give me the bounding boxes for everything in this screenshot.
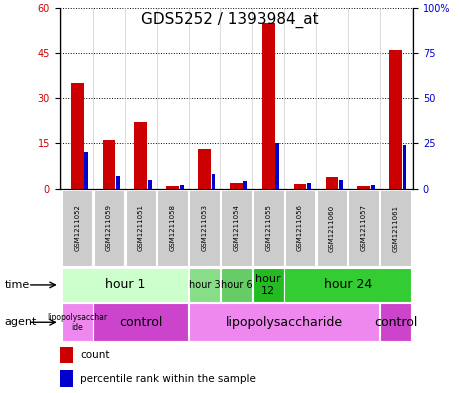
Text: GSM1211056: GSM1211056: [297, 204, 303, 252]
Text: time: time: [5, 280, 30, 290]
FancyBboxPatch shape: [221, 268, 252, 302]
Text: GSM1211052: GSM1211052: [74, 204, 80, 252]
Bar: [262, 23, 274, 189]
Text: agent: agent: [5, 317, 37, 327]
Text: lipopolysaccharide: lipopolysaccharide: [225, 316, 343, 329]
FancyBboxPatch shape: [285, 268, 411, 302]
Text: control: control: [374, 316, 417, 329]
FancyBboxPatch shape: [126, 190, 156, 266]
FancyBboxPatch shape: [221, 190, 252, 266]
Bar: [166, 185, 179, 189]
Text: GSM1211054: GSM1211054: [233, 204, 240, 252]
Text: GSM1211060: GSM1211060: [329, 204, 335, 252]
Bar: [60, 370, 73, 387]
FancyBboxPatch shape: [381, 190, 411, 266]
Bar: [339, 180, 343, 189]
Text: hour 3: hour 3: [189, 280, 220, 290]
Bar: [134, 122, 147, 189]
Bar: [371, 185, 375, 189]
FancyBboxPatch shape: [62, 190, 92, 266]
FancyBboxPatch shape: [189, 303, 379, 341]
Text: GSM1211053: GSM1211053: [202, 204, 207, 252]
FancyBboxPatch shape: [189, 268, 220, 302]
Bar: [116, 176, 120, 189]
Bar: [180, 185, 184, 189]
Text: GSM1211055: GSM1211055: [265, 204, 271, 252]
FancyBboxPatch shape: [252, 268, 284, 302]
Text: hour
12: hour 12: [255, 274, 281, 296]
Bar: [389, 50, 402, 189]
Bar: [148, 180, 151, 189]
FancyBboxPatch shape: [157, 190, 188, 266]
FancyBboxPatch shape: [348, 190, 379, 266]
FancyBboxPatch shape: [317, 190, 347, 266]
Bar: [403, 145, 406, 189]
Bar: [103, 140, 115, 189]
Text: GSM1211057: GSM1211057: [361, 204, 367, 252]
FancyBboxPatch shape: [62, 303, 93, 341]
Text: GSM1211061: GSM1211061: [392, 204, 398, 252]
Bar: [71, 83, 84, 189]
Bar: [294, 184, 307, 189]
FancyBboxPatch shape: [189, 190, 220, 266]
Bar: [243, 182, 247, 189]
FancyBboxPatch shape: [380, 303, 411, 341]
Bar: [230, 183, 243, 189]
Bar: [275, 143, 279, 189]
Bar: [307, 183, 311, 189]
Bar: [212, 174, 215, 189]
Text: hour 1: hour 1: [105, 278, 145, 292]
Text: GSM1211059: GSM1211059: [106, 204, 112, 252]
Bar: [60, 347, 73, 363]
FancyBboxPatch shape: [62, 268, 188, 302]
Text: hour 6: hour 6: [221, 280, 252, 290]
FancyBboxPatch shape: [94, 190, 124, 266]
Text: GSM1211051: GSM1211051: [138, 204, 144, 252]
Text: percentile rank within the sample: percentile rank within the sample: [80, 374, 256, 384]
FancyBboxPatch shape: [285, 190, 315, 266]
Text: hour 24: hour 24: [324, 278, 372, 292]
Text: GSM1211058: GSM1211058: [170, 204, 176, 252]
FancyBboxPatch shape: [253, 190, 284, 266]
Bar: [358, 185, 370, 189]
Text: control: control: [119, 316, 162, 329]
Bar: [325, 176, 338, 189]
Text: count: count: [80, 350, 110, 360]
Bar: [84, 152, 88, 189]
Text: GDS5252 / 1393984_at: GDS5252 / 1393984_at: [141, 12, 318, 28]
Bar: [198, 149, 211, 189]
Text: lipopolysacchar
ide: lipopolysacchar ide: [47, 312, 107, 332]
FancyBboxPatch shape: [94, 303, 188, 341]
